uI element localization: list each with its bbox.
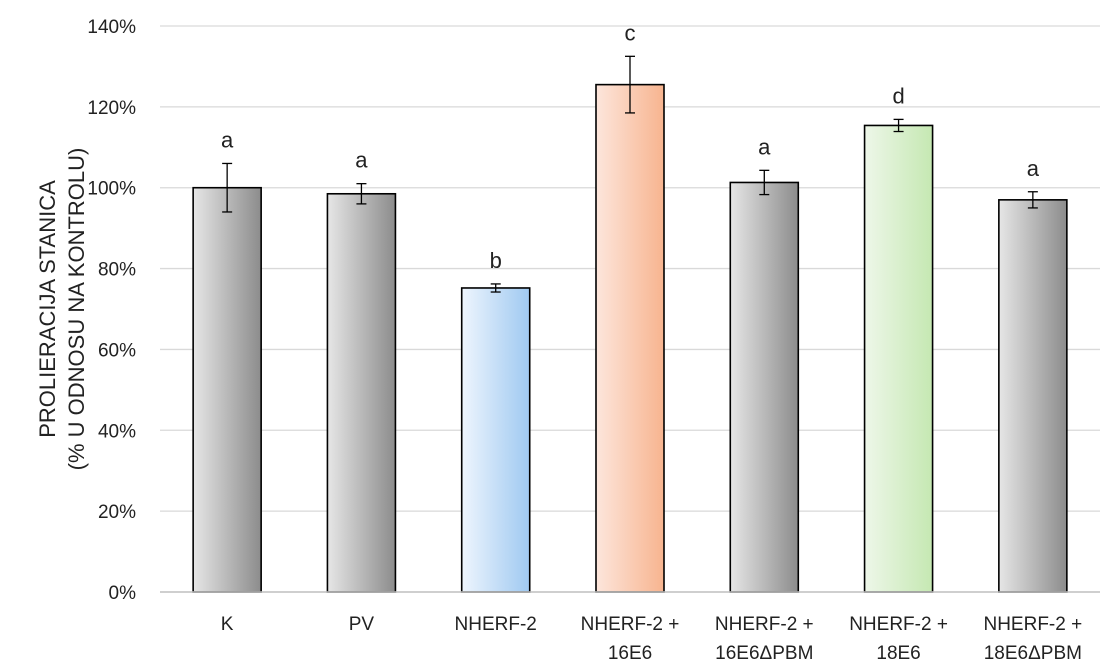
category-label-1-line-0: PV	[349, 614, 375, 635]
bar-2	[460, 287, 531, 593]
significance-label-3: c	[625, 20, 636, 45]
error-bar-5	[893, 118, 904, 133]
y-axis-label: PROLIERACIJA STANICA (% U ODNOSU NA KONTR…	[35, 148, 89, 471]
bar-5	[863, 124, 934, 593]
bars	[192, 83, 1068, 593]
category-label-3-line-1: 16E6	[608, 643, 652, 661]
category-label-4-line-0: NHERF-2 +	[715, 614, 814, 635]
error-bar-3	[625, 55, 635, 114]
y-axis-label-line-1: (% U ODNOSU NA KONTROLU)	[64, 148, 89, 471]
y-tick-label: 80%	[98, 260, 136, 281]
error-bars	[222, 55, 1038, 293]
category-label-6-line-1: 18E6ΔPBM	[984, 643, 1082, 661]
y-axis-label-line-0: PROLIERACIJA STANICA	[35, 180, 60, 438]
significance-label-2: b	[490, 248, 502, 273]
bar-1	[326, 192, 397, 593]
bar-6	[998, 199, 1068, 593]
significance-label-6: a	[1027, 156, 1040, 181]
bar-0	[192, 186, 262, 593]
y-tick-label: 0%	[109, 583, 137, 604]
error-bar-6	[1027, 191, 1038, 209]
error-bar-0	[222, 162, 233, 213]
y-axis-ticks: 0% 20% 40% 60% 80% 100% 120% 140%	[87, 17, 136, 604]
y-tick-label: 40%	[98, 421, 136, 442]
y-tick-label: 20%	[98, 502, 136, 523]
category-label-6-line-0: NHERF-2 +	[983, 614, 1082, 635]
significance-labels: a a b c a d a	[221, 20, 1040, 273]
y-tick-label: 140%	[87, 17, 136, 38]
significance-label-0: a	[221, 127, 234, 152]
error-bar-4	[759, 169, 770, 196]
category-label-5-line-0: NHERF-2 +	[849, 614, 948, 635]
error-bar-1	[356, 183, 367, 205]
y-tick-label: 120%	[87, 98, 136, 119]
y-tick-label: 100%	[87, 179, 136, 200]
significance-label-1: a	[355, 148, 368, 173]
category-label-0-line-0: K	[221, 614, 234, 635]
significance-label-5: d	[892, 83, 904, 108]
bar-4	[729, 181, 800, 593]
category-label-3-line-0: NHERF-2 +	[581, 614, 680, 635]
significance-label-4: a	[758, 134, 771, 159]
category-label-4-line-1: 16E6ΔPBM	[715, 643, 813, 661]
category-label-2-line-0: NHERF-2	[455, 614, 537, 635]
category-labels: K PV NHERF-2 NHERF-2 + 16E6 NHERF-2 + 16E6ΔPBM…	[221, 614, 1082, 661]
category-label-5-line-1: 18E6	[876, 643, 920, 661]
error-bar-2	[490, 283, 501, 293]
y-tick-label: 60%	[98, 340, 136, 361]
bar-3	[595, 83, 665, 593]
